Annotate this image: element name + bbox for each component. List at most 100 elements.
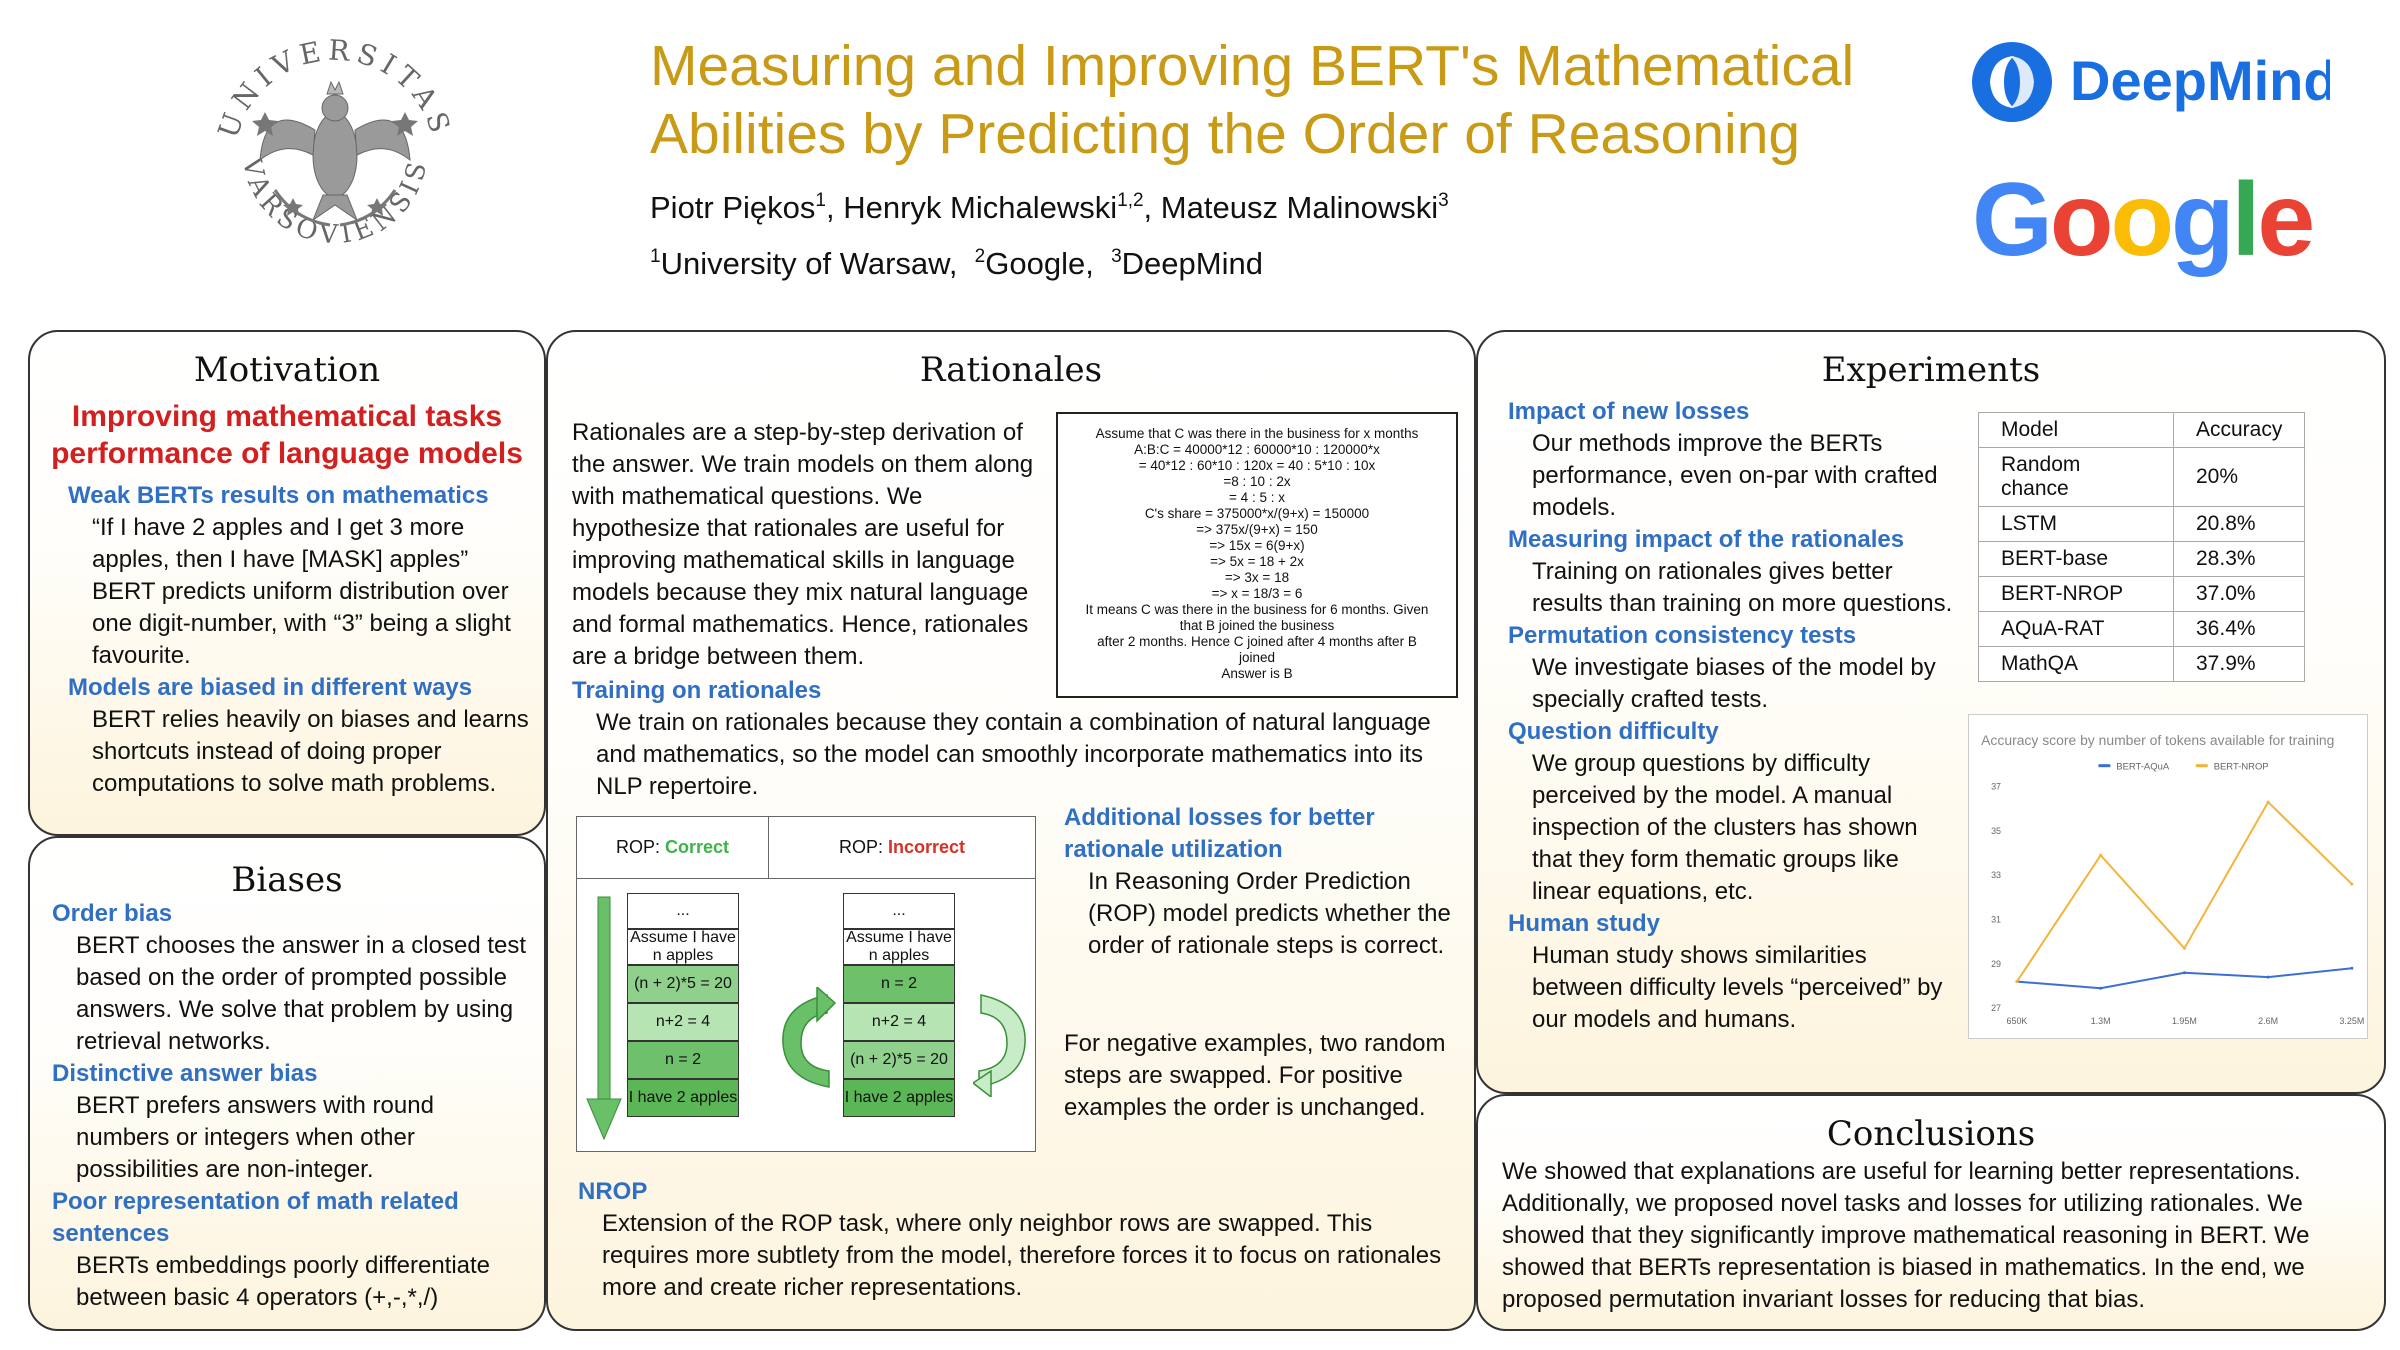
table-row: Random chance 20% xyxy=(1978,447,2306,507)
table-cell: Random chance xyxy=(1978,447,2174,507)
data-point xyxy=(2182,971,2186,975)
legend-label: BERT-NROP xyxy=(2214,762,2269,773)
deepmind-logo: DeepMind xyxy=(1972,42,2330,122)
section-title: Impact of new losses xyxy=(1508,398,1750,425)
section-text: “If I have 2 apples and I get 3 more app… xyxy=(92,514,511,669)
data-point xyxy=(2350,882,2354,886)
google-logo-letter: e xyxy=(2257,162,2315,278)
rop-step-cell: I have 2 apples xyxy=(627,1079,739,1117)
rop-step-cell: n = 2 xyxy=(843,965,955,1003)
table-row: MathQA 37.9% xyxy=(1978,646,2306,682)
accuracy-table: Model Accuracy Random chance 20% LSTM 20.8… xyxy=(1978,412,2306,682)
rationale-line: C's share = 375000*x/(9+x) = 150000 xyxy=(1144,506,1370,521)
table-header-cell: Model xyxy=(1978,412,2174,448)
author-affiliation-sup: 1,2 xyxy=(1117,190,1144,211)
section-title: Measuring impact of the rationales xyxy=(1508,526,1905,553)
data-point xyxy=(2266,975,2270,979)
biases-heading: Biases xyxy=(231,860,343,900)
section-title: Distinctive answer bias xyxy=(52,1060,318,1087)
rop-incorrect-header: ROP: Incorrect xyxy=(769,817,1035,879)
section-title: Models are biased in different ways xyxy=(68,674,473,701)
x-tick-label: 2.6M xyxy=(2258,1016,2278,1026)
rationale-example-box: Assume that C was there in the business … xyxy=(1056,412,1458,698)
rationales-panel: Rationales Rationales are a step-by-step… xyxy=(546,330,1476,1331)
section-title: Poor representation of math related sent… xyxy=(52,1188,459,1247)
rationale-line: Answer is B xyxy=(1221,666,1293,681)
author-name: Piotr Piękos xyxy=(650,190,816,225)
rop-correct-prefix: ROP: xyxy=(615,837,660,857)
down-arrow-icon xyxy=(586,896,622,1141)
conclusions-heading: Conclusions xyxy=(1826,1114,2036,1154)
section-title: Weak BERTs results on mathematics xyxy=(68,482,489,509)
table-row: BERT-NROP 37.0% xyxy=(1978,576,2306,612)
y-tick-label: 31 xyxy=(1991,915,2001,925)
data-point xyxy=(2350,966,2354,970)
rationale-line: => 375x/(9+x) = 150 xyxy=(1196,522,1318,537)
x-tick-label: 3.25M xyxy=(2339,1016,2364,1026)
data-point xyxy=(2099,986,2103,990)
section-text: BERT prefers answers with round numbers … xyxy=(76,1092,434,1183)
rop-correct-word: Correct xyxy=(665,837,730,857)
rop-step-cell: (n + 2)*5 = 20 xyxy=(627,965,739,1003)
affiliation-name: Google xyxy=(985,246,1086,281)
chart-title: Accuracy score by number of tokens avail… xyxy=(1981,732,2334,748)
y-tick-label: 29 xyxy=(1991,959,2001,969)
experiments-heading: Experiments xyxy=(1821,350,2041,390)
google-logo-letter: g xyxy=(2170,162,2235,278)
table-cell: 20.8% xyxy=(2172,506,2306,542)
x-tick-label: 1.3M xyxy=(2091,1016,2111,1026)
rop-figure: ROP: Correct ROP: Incorrect ... Assume I … xyxy=(576,816,1036,1152)
data-point xyxy=(2266,800,2270,804)
rationale-line: after 2 months. Hence C joined after 4 m… xyxy=(1097,634,1417,649)
rop-step-cell: n+2 = 4 xyxy=(627,1003,739,1041)
table-cell: MathQA xyxy=(1978,646,2174,682)
conclusions-panel: Conclusions We showed that explanations … xyxy=(1476,1094,2386,1331)
accuracy-line-chart: Accuracy score by number of tokens avail… xyxy=(1968,714,2368,1039)
google-logo-letter: o xyxy=(2049,162,2114,278)
rationale-line: Assume that C was there in the business … xyxy=(1095,426,1419,441)
table-cell: BERT-base xyxy=(1978,541,2174,577)
table-cell: 28.3% xyxy=(2172,541,2306,577)
table-cell: LSTM xyxy=(1978,506,2174,542)
y-tick-label: 37 xyxy=(1991,782,2001,792)
google-logo: Google xyxy=(1972,168,2315,272)
section-title: Training on rationales xyxy=(572,677,822,704)
biases-panel: Biases Order bias BERT chooses the answe… xyxy=(28,836,546,1331)
section-text: BERT chooses the answer in a closed test… xyxy=(76,932,527,1055)
rationale-line: => 3x = 18 xyxy=(1224,570,1290,585)
section-text: BERT relies heavily on biases and learns… xyxy=(92,706,529,797)
rationale-line: => 5x = 18 + 2x xyxy=(1210,554,1304,569)
conclusions-text: We showed that explanations are useful f… xyxy=(1502,1158,2310,1313)
rop-step-cell: ... xyxy=(843,893,955,929)
rationale-line: => x = 18/3 = 6 xyxy=(1211,586,1303,601)
data-point xyxy=(2099,853,2103,857)
motivation-heading: Motivation xyxy=(193,350,381,390)
section-title: Additional losses for better rationale u… xyxy=(1064,804,1375,863)
data-point xyxy=(2015,980,2019,984)
rationales-heading: Rationales xyxy=(919,350,1103,390)
motivation-highlight: Improving mathematical tasks performance… xyxy=(51,400,523,470)
rationale-line: that B joined the business xyxy=(1179,618,1335,633)
poster-title: Measuring and Improving BERT's Mathemati… xyxy=(650,32,1950,168)
y-tick-label: 27 xyxy=(1991,1003,2001,1013)
rop-step-cell: n = 2 xyxy=(627,1041,739,1079)
section-text: We investigate biases of the model by sp… xyxy=(1532,654,1936,713)
affiliation-sup: 2 xyxy=(974,246,986,267)
affiliation-sup: 3 xyxy=(1111,246,1122,267)
section-text: We train on rationales because they cont… xyxy=(596,709,1431,800)
rop-step-cell: Assume I have n apples xyxy=(627,929,739,965)
author-name: Henryk Michalewski xyxy=(843,190,1118,225)
rop-step-cell: Assume I have n apples xyxy=(843,929,955,965)
negative-examples-text: For negative examples, two random steps … xyxy=(1064,1030,1446,1121)
affiliation-list: 1University of Warsaw, 2Google, 3DeepMin… xyxy=(650,246,1263,281)
y-tick-label: 35 xyxy=(1991,826,2001,836)
google-logo-letter: G xyxy=(1972,162,2053,278)
rationales-intro: Rationales are a step-by-step derivation… xyxy=(572,419,1034,670)
rop-correct-header: ROP: Correct xyxy=(577,817,769,879)
rationale-line: => 15x = 6(9+x) xyxy=(1209,538,1305,553)
section-title: Question difficulty xyxy=(1508,718,1719,745)
affiliation-name: DeepMind xyxy=(1121,246,1263,281)
table-cell: 37.0% xyxy=(2172,576,2306,612)
table-cell: 37.9% xyxy=(2172,646,2306,682)
rationale-line: = 40*12 : 60*10 : 120x = 40 : 5*10 : 10x xyxy=(1138,458,1376,473)
